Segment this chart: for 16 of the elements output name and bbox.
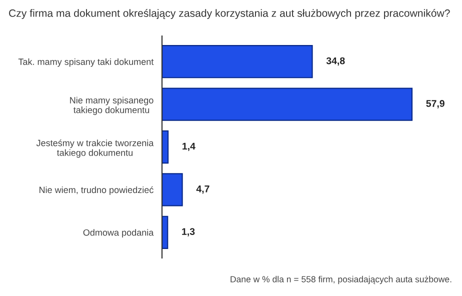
data-label: 4,7 [196,186,210,194]
bar [162,173,183,206]
y-tick-label: Tak. mamy spisany taki dokument [18,58,154,67]
y-tick-label: Nie mamy spisanego takiego dokumentu [70,96,154,115]
bar [162,88,413,121]
data-label: 1,3 [182,228,195,236]
data-label: 57,9 [426,100,444,108]
text: Dane w % dla n = 558 firm, posiadających auta sużbowe. [230,276,452,284]
y-tick-label: Odmowa podania [83,229,154,238]
bar [162,130,169,164]
y-tick-label: Jesteśmy w trakcie tworzenia takiego dokumentu [36,139,154,158]
data-label: 1,4 [182,142,196,152]
data-label: 34,8 [326,57,345,66]
y-tick-label: Nie wiem, trudno powiedzieć [40,186,154,195]
bar [162,45,313,78]
chart-title: Czy firma ma dokument określający zasady korzystania z aut służbowych przez pracowników? [9,9,450,19]
